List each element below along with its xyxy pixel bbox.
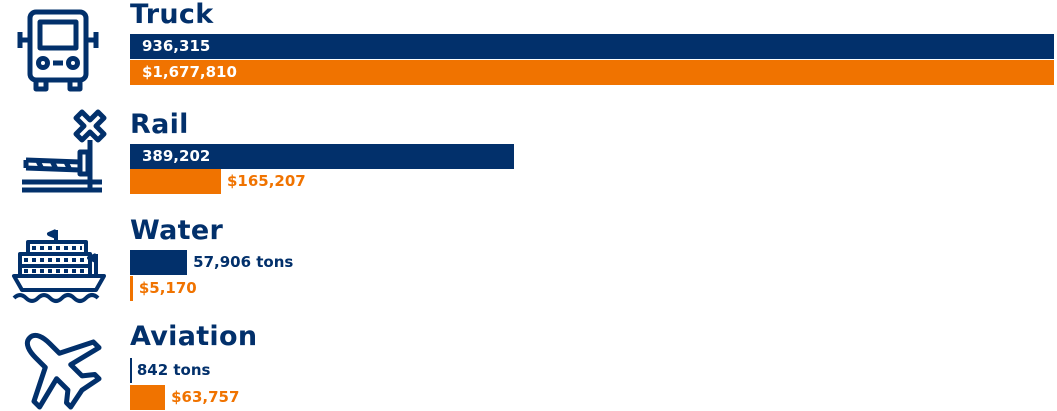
mode-group-rail: Rail 389,202 $165,207 bbox=[0, 106, 1057, 206]
bar-label-tons-water: 57,906 tons bbox=[193, 253, 294, 271]
bar-tons-water bbox=[130, 250, 188, 275]
mode-group-truck: Truck 936,315 $1,677,810 bbox=[0, 0, 1057, 100]
bar-label-tons-aviation: 842 tons bbox=[136, 361, 211, 379]
bar-value-truck bbox=[130, 60, 1054, 85]
airplane-icon bbox=[24, 332, 102, 410]
railroad-crossing-icon bbox=[22, 109, 107, 193]
mode-group-water: Water 57,906 tons $5,170 bbox=[0, 214, 1057, 304]
category-label-truck: Truck bbox=[130, 0, 214, 30]
bar-label-value-aviation: $63,757 bbox=[171, 388, 240, 406]
bar-label-tons-rail: 389,202 bbox=[142, 147, 211, 165]
bar-tons-truck bbox=[130, 34, 1054, 59]
bar-tons-aviation bbox=[130, 358, 132, 383]
mode-group-aviation: Aviation 842 tons $63,757 bbox=[0, 318, 1057, 411]
bar-value-rail bbox=[130, 169, 221, 194]
bar-label-value-rail: $165,207 bbox=[226, 172, 306, 190]
bar-label-value-water: $5,170 bbox=[138, 279, 197, 297]
bar-tons-rail bbox=[130, 144, 515, 169]
bar-label-tons-truck: 936,315 bbox=[142, 37, 211, 55]
bar-label-value-truck: $1,677,810 bbox=[142, 63, 237, 81]
bar-value-water bbox=[130, 276, 133, 301]
ship-icon bbox=[12, 229, 106, 303]
category-label-aviation: Aviation bbox=[130, 321, 258, 352]
truck-icon bbox=[17, 9, 99, 92]
category-label-water: Water bbox=[130, 215, 224, 246]
category-label-rail: Rail bbox=[130, 109, 189, 140]
bar-value-aviation bbox=[130, 385, 166, 410]
